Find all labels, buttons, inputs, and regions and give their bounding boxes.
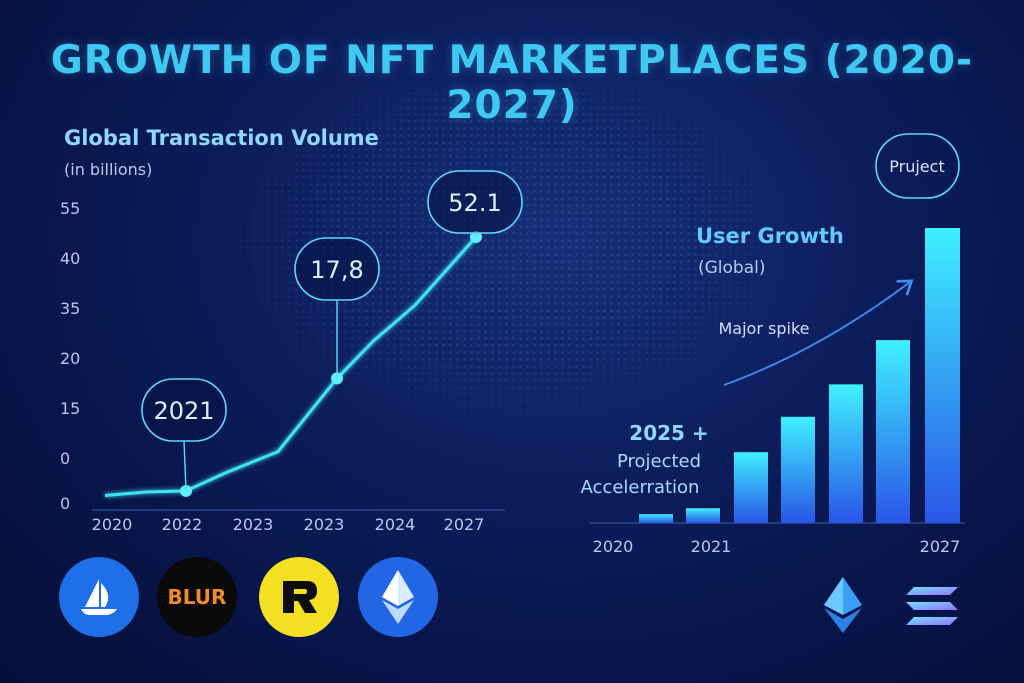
bar-chart: 2020 2021 2027 Major spike 2025 + Projecte…: [581, 133, 965, 556]
bar-chart-x-ticks: 2020 2021 2027: [593, 537, 961, 556]
line-chart: 55 40 35 20 15 0 0 2020 2022 2023 2023 2024 2027 20…: [60, 170, 523, 534]
line-x-tick-label: 2024: [375, 515, 416, 534]
line-chart-title: Global Transaction Volume: [64, 126, 379, 150]
major-spike-arrow: [723, 282, 910, 386]
pruject-callout-label: Pruject: [889, 157, 944, 176]
line-chart-x-ticks: 2020 2022 2023 2023 2024 2027: [92, 515, 485, 534]
major-spike-label: Major spike: [719, 319, 810, 338]
bar: [829, 384, 863, 523]
line-x-tick-label: 2022: [162, 515, 203, 534]
rarible-icon: [259, 557, 339, 637]
line-x-tick-label: 2023: [304, 515, 345, 534]
line-chart-y-ticks: 55 40 35 20 15 0 0: [60, 199, 80, 513]
ethereum-icon: [358, 557, 438, 637]
opensea-icon: [59, 557, 139, 637]
bar-chart-bars: [639, 228, 960, 523]
bar: [876, 340, 910, 523]
bar: [639, 514, 673, 523]
bar: [925, 228, 960, 523]
bar: [781, 416, 815, 523]
line-y-tick-label: 55: [60, 199, 80, 218]
line-y-tick-label: 40: [60, 249, 80, 268]
ethereum-chain-icon: [824, 577, 862, 633]
line-x-tick-label: 2020: [92, 515, 133, 534]
projected-label-line2: Projected: [617, 451, 701, 472]
line-y-tick-label: 0: [60, 494, 70, 513]
line-y-tick-label: 35: [60, 299, 80, 318]
projected-label-line1: 2025 +: [629, 421, 708, 445]
line-chart-callouts: 2021 17,8 52.1: [141, 170, 523, 491]
bar-chart-subtitle: (Global): [698, 258, 766, 278]
line-y-tick-label: 0: [60, 449, 70, 468]
line-y-tick-label: 15: [60, 399, 80, 418]
line-chart-subtitle: (in billions): [64, 160, 153, 179]
callout-connector: [183, 440, 187, 491]
bar-x-tick-label: 2020: [593, 537, 634, 556]
blur-logo-text: BLUR: [167, 585, 227, 609]
bar-x-tick-label: 2021: [691, 537, 732, 556]
blur-icon: BLUR: [157, 557, 237, 637]
line-y-tick-label: 20: [60, 349, 80, 368]
solana-icon: [906, 587, 958, 625]
pruject-callout-box: [875, 133, 960, 199]
callout-bubble: [427, 170, 523, 234]
line-x-tick-label: 2027: [444, 515, 485, 534]
bar: [734, 452, 768, 523]
projected-label-line3: Accelerration: [581, 477, 700, 498]
callout-label: 17,8: [310, 256, 363, 284]
bar-x-tick-label: 2027: [920, 537, 961, 556]
line-series-path: [104, 235, 478, 497]
callout-label: 52.1: [448, 189, 501, 217]
callout-bubble: [294, 237, 380, 301]
callout-bubble: [141, 378, 227, 442]
page-title: GROWTH OF NFT MARKETPLACES (2020-2027): [50, 38, 974, 128]
callout-label: 2021: [153, 397, 214, 425]
bar-chart-title: User Growth: [696, 224, 844, 248]
line-x-tick-label: 2023: [233, 515, 274, 534]
bar: [686, 508, 720, 523]
